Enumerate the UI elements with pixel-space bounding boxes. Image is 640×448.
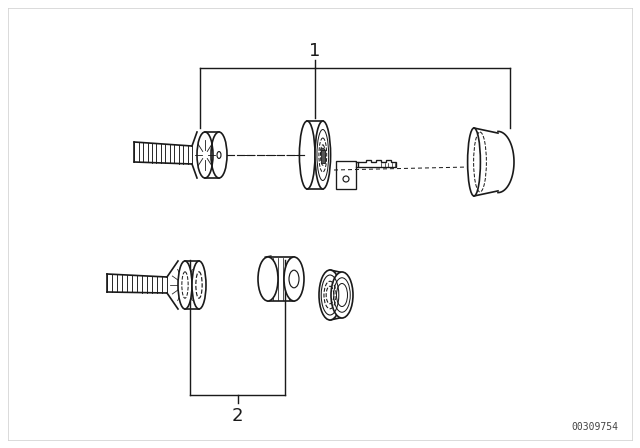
Text: 1: 1	[309, 42, 321, 60]
Ellipse shape	[258, 257, 278, 301]
Ellipse shape	[319, 270, 341, 320]
Ellipse shape	[211, 132, 227, 178]
Ellipse shape	[300, 121, 315, 189]
Polygon shape	[321, 150, 325, 163]
Ellipse shape	[178, 261, 192, 309]
Ellipse shape	[331, 272, 353, 318]
Ellipse shape	[321, 148, 325, 152]
Ellipse shape	[468, 128, 481, 196]
Text: 2: 2	[232, 407, 243, 425]
Ellipse shape	[315, 121, 331, 189]
Bar	[336, 161, 356, 189]
Ellipse shape	[284, 257, 304, 301]
Ellipse shape	[192, 261, 206, 309]
Text: 00309754: 00309754	[571, 422, 618, 432]
